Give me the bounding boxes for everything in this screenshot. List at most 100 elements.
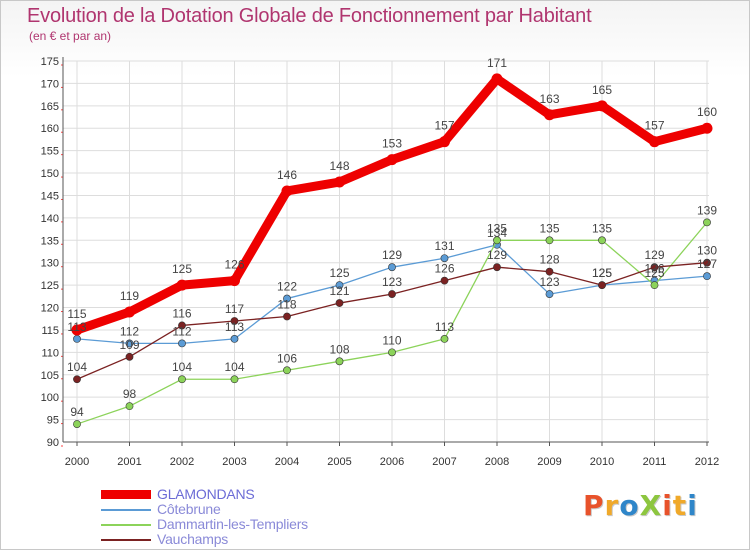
data-point-glamondans [544,109,555,121]
data-label-c-tebrune: 122 [277,280,297,294]
data-point-vauchamps [388,290,396,298]
y-tick-label: 170 [41,78,59,90]
data-label-c-tebrune: 123 [539,275,559,289]
data-point-glamondans [701,122,713,134]
data-label-glamondans: 146 [277,168,297,182]
data-label-glamondans: 115 [67,307,86,321]
data-point-dammartin-les-templiers [493,236,501,245]
x-tick-label: 2006 [380,456,404,468]
data-label-c-tebrune: 127 [697,257,717,271]
legend-swatch [101,490,151,499]
data-label-dammartin-les-templiers: 106 [277,351,297,365]
data-label-vauchamps: 123 [382,275,402,289]
data-label-vauchamps: 116 [172,306,191,320]
data-label-dammartin-les-templiers: 94 [70,405,84,419]
y-tick-label: 140 [41,213,59,225]
data-label-c-tebrune: 112 [120,324,139,338]
data-point-glamondans [124,306,135,318]
data-point-vauchamps [230,317,239,325]
data-label-dammartin-les-templiers: 125 [644,266,664,280]
data-point-vauchamps [650,263,659,272]
data-label-vauchamps: 125 [592,266,612,280]
data-point-dammartin-les-templiers [178,375,186,384]
data-label-c-tebrune: 125 [329,266,349,280]
y-tick-label: 160 [41,123,59,135]
data-point-glamondans [439,136,450,148]
data-label-dammartin-les-templiers: 113 [435,320,454,334]
y-tick-label: 125 [41,280,59,292]
y-tick-label: 145 [41,190,59,202]
x-tick-label: 2009 [537,456,561,468]
x-tick-label: 2012 [695,456,719,468]
y-tick-label: 165 [41,101,59,113]
legend-label: GLAMONDANS [157,486,255,502]
data-point-c-tebrune [440,254,449,263]
data-point-dammartin-les-templiers [703,218,711,227]
y-tick-label: 110 [41,347,59,359]
data-point-c-tebrune [178,339,186,348]
data-label-c-tebrune: 113 [225,320,244,334]
data-label-c-tebrune: 131 [434,239,454,253]
data-point-c-tebrune [73,335,81,343]
y-tick-label: 115 [41,325,59,337]
legend-swatch [101,539,151,541]
data-label-glamondans: 119 [120,289,139,303]
data-point-vauchamps [178,321,186,330]
data-point-vauchamps [703,258,711,267]
data-label-dammartin-les-templiers: 108 [329,342,349,356]
data-point-glamondans [229,275,240,287]
data-point-vauchamps [545,267,554,276]
data-point-vauchamps [440,276,449,285]
data-point-dammartin-les-templiers [230,375,239,384]
legend-swatch [101,524,151,526]
data-label-glamondans: 148 [329,159,349,173]
data-label-vauchamps: 121 [329,284,349,298]
data-point-dammartin-les-templiers [545,236,554,245]
data-point-vauchamps [335,299,344,307]
data-label-vauchamps: 129 [487,248,507,262]
data-label-glamondans: 126 [224,258,244,272]
x-tick-label: 2011 [643,456,667,468]
data-label-c-tebrune: 125 [592,266,612,280]
chart-subtitle: (en € et par an) [29,29,112,43]
x-tick-label: 2010 [590,456,614,468]
data-point-glamondans [176,279,188,291]
proxiti-logo: ProXiti [583,489,698,522]
data-point-glamondans [491,73,503,85]
data-point-dammartin-les-templiers [388,348,396,357]
data-label-dammartin-les-templiers: 135 [487,221,507,235]
data-label-glamondans: 165 [592,83,612,97]
x-tick-label: 2002 [170,456,194,468]
y-tick-label: 95 [47,415,59,427]
data-point-glamondans [649,136,660,148]
data-label-glamondans: 125 [172,262,192,276]
data-label-glamondans: 160 [697,105,717,119]
data-label-c-tebrune: 134 [487,226,507,240]
data-label-vauchamps: 109 [119,338,139,352]
x-tick-label: 2000 [65,456,89,468]
data-label-c-tebrune: 129 [382,248,402,262]
data-point-c-tebrune [545,290,554,298]
data-point-glamondans [596,100,608,112]
data-label-vauchamps: 104 [67,360,87,374]
x-tick-label: 2005 [327,456,351,468]
x-tick-label: 2004 [275,456,299,468]
data-point-c-tebrune [230,335,239,343]
data-label-c-tebrune: 126 [644,262,664,276]
data-label-dammartin-les-templiers: 135 [592,221,612,235]
data-point-dammartin-les-templiers [598,236,606,245]
y-tick-label: 105 [41,370,59,382]
data-label-dammartin-les-templiers: 104 [224,360,244,374]
x-tick-label: 2003 [222,456,246,468]
data-label-glamondans: 153 [382,137,402,151]
data-point-vauchamps [125,352,134,361]
data-label-vauchamps: 130 [697,244,717,258]
legend-swatch [101,509,151,511]
data-point-dammartin-les-templiers [335,357,344,366]
y-tick-label: 150 [41,168,59,180]
data-label-c-tebrune: 113 [67,320,86,334]
y-tick-label: 90 [47,437,59,449]
y-tick-label: 130 [41,258,59,270]
data-point-glamondans [71,324,83,336]
data-point-dammartin-les-templiers [283,366,291,375]
